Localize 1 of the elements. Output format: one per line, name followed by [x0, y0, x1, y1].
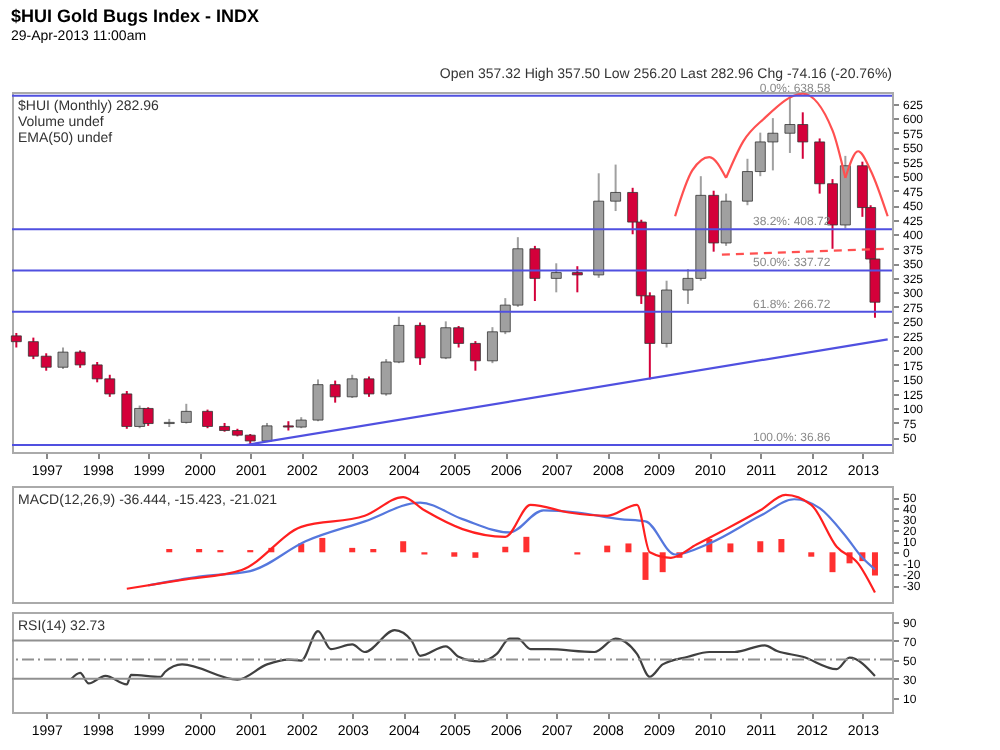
chart-title: $HUI Gold Bugs Index - INDX — [10, 6, 259, 26]
